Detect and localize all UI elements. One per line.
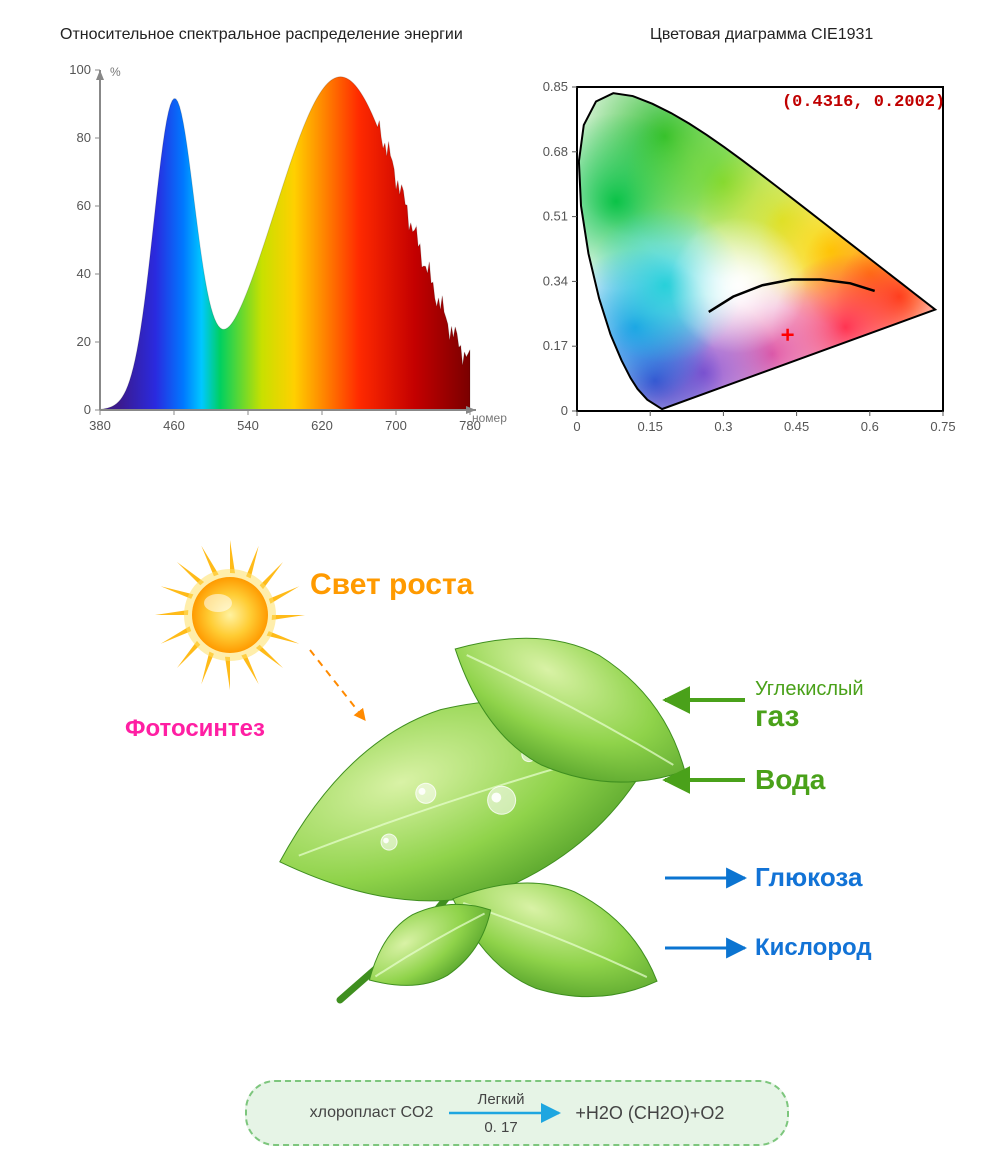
label-co2-line2: газ (755, 700, 799, 734)
label-oxygen: Кислород (755, 934, 872, 962)
photosynthesis-infographic (0, 0, 990, 1080)
label-photosynthesis: Фотосинтез (125, 715, 265, 743)
equation-box: хлоропласт CO2 Легкий 0. 17 +H2O (CH2O)+… (245, 1080, 789, 1146)
equation-arrow-top-label: Легкий (478, 1091, 525, 1108)
equation-arrow-bottom-label: 0. 17 (485, 1119, 518, 1136)
label-glucose: Глюкоза (755, 862, 862, 893)
label-growth-light: Свет роста (310, 568, 473, 602)
equation-arrow: Легкий 0. 17 (441, 1088, 571, 1138)
label-water: Вода (755, 764, 825, 796)
label-co2-line1: Углекислый (755, 678, 864, 701)
equation-left: хлоропласт CO2 (310, 1104, 434, 1122)
equation-right: +H2O (CH2O)+O2 (575, 1103, 724, 1124)
